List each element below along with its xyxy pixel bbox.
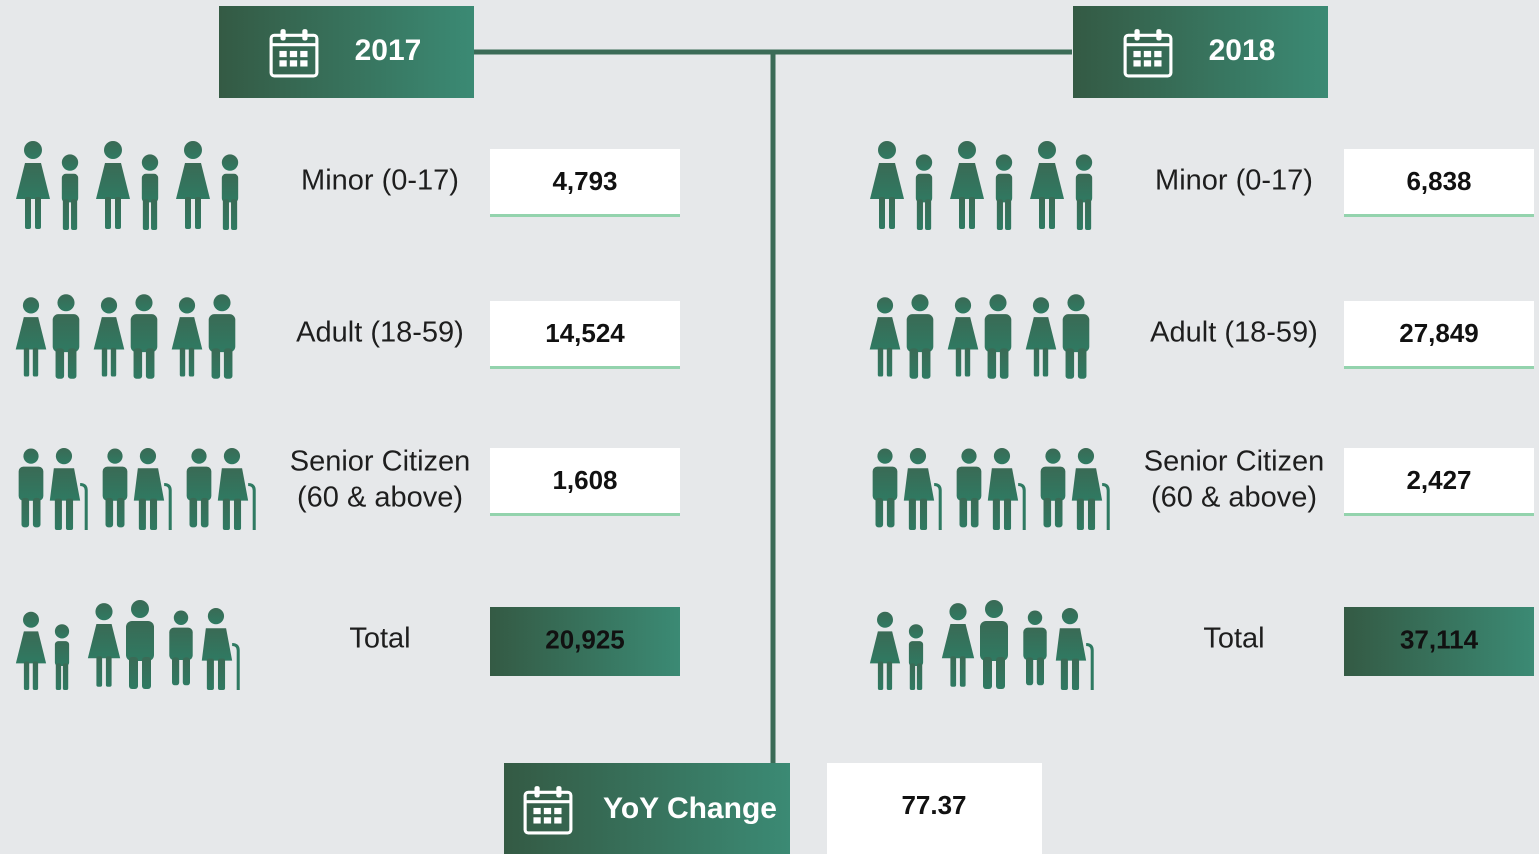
person-icon bbox=[957, 449, 982, 528]
row-value: 4,793 bbox=[552, 166, 617, 196]
person-icon bbox=[1041, 449, 1066, 528]
person-icon bbox=[904, 448, 940, 530]
row-value: 20,925 bbox=[545, 624, 625, 654]
value-underline bbox=[1344, 366, 1534, 369]
person-icon bbox=[950, 141, 984, 229]
person-icon bbox=[16, 141, 50, 229]
row-value: 37,114 bbox=[1400, 624, 1479, 654]
person-icon bbox=[870, 141, 904, 229]
infographic: YoY Change 77.37 2017 Minor (0-17) 4,793 Ad… bbox=[0, 0, 1539, 854]
person-icon bbox=[134, 448, 170, 530]
row-value: 14,524 bbox=[545, 318, 625, 348]
year-label: 2018 bbox=[1209, 34, 1276, 67]
person-icon bbox=[1076, 154, 1092, 230]
person-icon bbox=[907, 294, 934, 379]
row-label: (60 & above) bbox=[297, 482, 463, 514]
year-header bbox=[219, 6, 474, 98]
row-label: Total bbox=[1203, 623, 1264, 655]
value-underline bbox=[1344, 214, 1534, 217]
person-icon bbox=[1023, 611, 1046, 686]
row-label: Senior Citizen bbox=[290, 446, 471, 478]
person-icon bbox=[870, 612, 900, 690]
person-icon bbox=[88, 603, 120, 687]
person-icon bbox=[172, 297, 203, 376]
person-icon bbox=[1030, 141, 1064, 229]
person-icon bbox=[218, 448, 254, 530]
person-icon bbox=[169, 611, 192, 686]
person-icon bbox=[948, 297, 979, 376]
value-underline bbox=[490, 513, 680, 516]
row-value: 2,427 bbox=[1406, 465, 1471, 495]
row-label: Senior Citizen bbox=[1144, 446, 1325, 478]
person-icon bbox=[909, 624, 923, 690]
yoy-label: YoY Change bbox=[603, 792, 777, 825]
person-icon bbox=[222, 154, 238, 230]
person-icon bbox=[16, 297, 47, 376]
person-icon bbox=[55, 624, 69, 690]
person-icon bbox=[1063, 294, 1090, 379]
row-label: Adult (18-59) bbox=[296, 317, 464, 349]
person-icon bbox=[873, 449, 898, 528]
person-icon bbox=[126, 600, 154, 689]
value-underline bbox=[490, 366, 680, 369]
row-label: Minor (0-17) bbox=[301, 165, 459, 197]
row-value: 1,608 bbox=[552, 465, 617, 495]
person-icon bbox=[96, 141, 130, 229]
person-icon bbox=[209, 294, 236, 379]
person-icon bbox=[50, 448, 86, 530]
year-header bbox=[1073, 6, 1328, 98]
row-value: 6,838 bbox=[1406, 166, 1471, 196]
value-underline bbox=[490, 214, 680, 217]
person-icon bbox=[142, 154, 158, 230]
person-icon bbox=[176, 141, 210, 229]
person-icon bbox=[131, 294, 158, 379]
year-label: 2017 bbox=[355, 34, 422, 67]
yoy-value: 77.37 bbox=[901, 790, 966, 820]
row-label: Minor (0-17) bbox=[1155, 165, 1313, 197]
person-icon bbox=[94, 297, 125, 376]
person-icon bbox=[103, 449, 128, 528]
person-icon bbox=[942, 603, 974, 687]
row-label: Total bbox=[349, 623, 410, 655]
person-icon bbox=[988, 448, 1024, 530]
person-icon bbox=[1072, 448, 1108, 530]
person-icon bbox=[1026, 297, 1057, 376]
person-icon bbox=[62, 154, 78, 230]
row-label: (60 & above) bbox=[1151, 482, 1317, 514]
person-icon bbox=[916, 154, 932, 230]
person-icon bbox=[980, 600, 1008, 689]
person-icon bbox=[1056, 608, 1092, 690]
person-icon bbox=[19, 449, 44, 528]
person-icon bbox=[53, 294, 80, 379]
person-icon bbox=[870, 297, 901, 376]
person-icon bbox=[187, 449, 212, 528]
row-label: Adult (18-59) bbox=[1150, 317, 1318, 349]
person-icon bbox=[996, 154, 1012, 230]
person-icon bbox=[16, 612, 46, 690]
value-underline bbox=[1344, 513, 1534, 516]
person-icon bbox=[985, 294, 1012, 379]
row-value: 27,849 bbox=[1399, 318, 1479, 348]
person-icon bbox=[202, 608, 238, 690]
